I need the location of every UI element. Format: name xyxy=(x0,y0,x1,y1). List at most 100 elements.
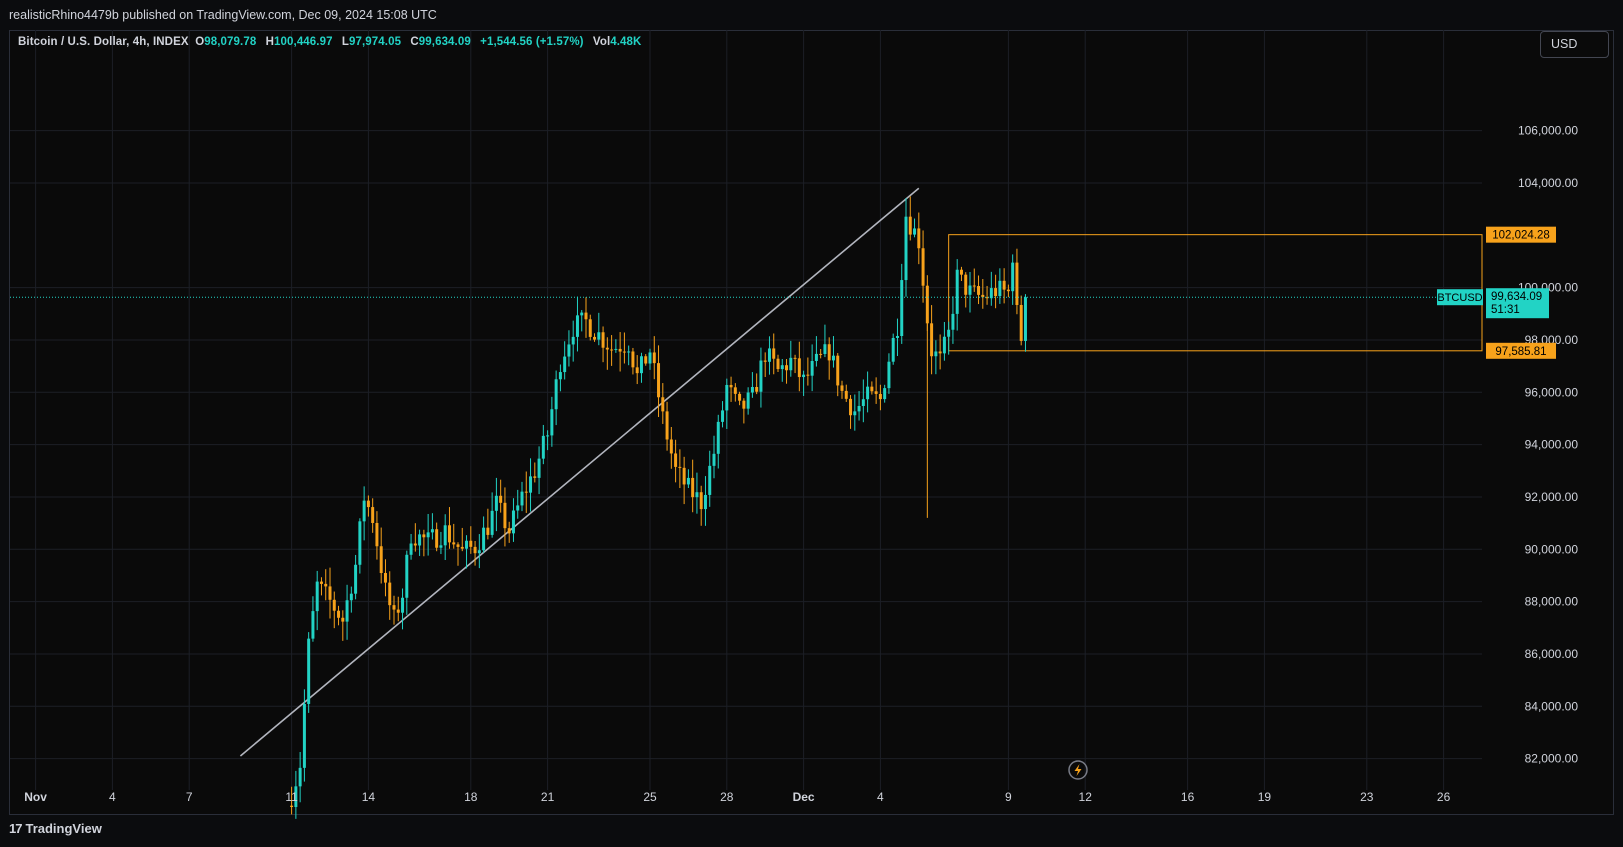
candle-body xyxy=(593,336,597,340)
candle-body xyxy=(661,397,665,412)
candle-body xyxy=(968,285,972,295)
candle-body xyxy=(588,319,592,337)
trend-line-segment[interactable] xyxy=(239,187,920,757)
candle-body xyxy=(866,386,870,400)
candle-body xyxy=(490,510,494,535)
countdown-text: 51:31 xyxy=(1491,304,1520,316)
candle-body xyxy=(964,274,968,295)
candle-body xyxy=(836,355,840,386)
candle-body xyxy=(857,405,861,412)
candle-body xyxy=(324,583,328,587)
candle-body xyxy=(908,216,912,235)
price-zone[interactable] xyxy=(948,234,1483,352)
candle-body xyxy=(721,410,725,422)
price-tick-label: 90,000.00 xyxy=(1525,542,1579,556)
candle-body xyxy=(622,351,626,353)
candle-body xyxy=(401,597,405,613)
candle-body xyxy=(755,386,759,392)
tradingview-branding[interactable]: 17 TradingView xyxy=(9,818,102,840)
candle-body xyxy=(584,312,588,320)
candle-body xyxy=(605,347,609,350)
candle-body xyxy=(473,546,477,554)
currency-button[interactable]: USD xyxy=(1540,31,1609,58)
candle-body xyxy=(998,280,1002,297)
candle-body xyxy=(405,554,409,598)
trend-line[interactable] xyxy=(239,187,920,757)
last-price-text: 99,634.09 xyxy=(1491,291,1542,303)
candle-body xyxy=(511,510,515,534)
low-value: 97,974.05 xyxy=(349,36,402,48)
change-value: +1,544.56 (+1.57%) xyxy=(480,36,584,48)
candle-body xyxy=(776,358,780,370)
zone-label-bg xyxy=(1486,342,1556,359)
zone-top-label[interactable]: 102,024.28 xyxy=(1486,226,1556,243)
candle-body xyxy=(904,216,908,281)
candle-body xyxy=(435,529,439,548)
close-label: C xyxy=(410,36,419,48)
candle-body xyxy=(644,356,648,364)
candle-body xyxy=(580,312,584,316)
time-tick-label: 18 xyxy=(464,790,478,804)
candle-body xyxy=(917,228,921,249)
symbol-description[interactable]: Bitcoin / U.S. Dollar, 4h, INDEX xyxy=(18,36,189,48)
time-tick-label: 19 xyxy=(1258,790,1272,804)
high-value: 100,446.97 xyxy=(274,36,333,48)
volume-value: 4.48K xyxy=(610,36,642,48)
candle-body xyxy=(763,360,767,362)
candle-body xyxy=(674,453,678,467)
candle-body xyxy=(550,409,554,436)
candle-body xyxy=(541,435,545,459)
candle-body xyxy=(900,280,904,337)
time-tick-label: 25 xyxy=(643,790,657,804)
price-tick-label: 92,000.00 xyxy=(1525,490,1579,504)
symbol-tag-text: BTCUSD xyxy=(1437,292,1482,304)
candle-body xyxy=(499,495,503,503)
candle-body xyxy=(802,374,806,378)
price-tick-label: 106,000.00 xyxy=(1518,124,1578,138)
candle-body xyxy=(375,522,379,547)
open-label: O xyxy=(195,36,205,48)
symbol-tag-bg xyxy=(1437,289,1483,306)
candle-body xyxy=(921,248,925,286)
candle-body xyxy=(691,477,695,498)
time-tick-label: 28 xyxy=(720,790,734,804)
time-tick-label: 12 xyxy=(1079,790,1093,804)
candle-body xyxy=(959,269,963,275)
time-tick-label: 4 xyxy=(877,790,884,804)
candle-body xyxy=(503,502,507,529)
zone-bottom-label[interactable]: 97,585.81 xyxy=(1486,342,1556,359)
candle-body xyxy=(955,269,959,314)
candle-body xyxy=(294,786,298,808)
candle-body xyxy=(614,348,618,350)
candle-body xyxy=(307,638,311,704)
high-label: H xyxy=(265,36,275,48)
candle-body xyxy=(422,534,426,538)
candle-body xyxy=(546,435,550,437)
candle-body xyxy=(750,386,754,393)
candle-body xyxy=(618,348,622,352)
zone-box[interactable] xyxy=(948,234,1483,352)
chart-frame[interactable] xyxy=(9,30,1614,815)
candle-body xyxy=(554,379,558,410)
candle-body xyxy=(388,582,392,606)
candle-body xyxy=(883,388,887,400)
candle-body xyxy=(366,500,370,508)
lightning-icon[interactable] xyxy=(1068,760,1088,780)
candle-body xyxy=(311,611,315,639)
symbol-price-tag[interactable]: BTCUSD xyxy=(1437,289,1483,306)
candle-body xyxy=(887,361,891,389)
close-value: 99,634.09 xyxy=(418,36,471,48)
candle-body xyxy=(477,550,481,554)
time-tick-label: 14 xyxy=(362,790,376,804)
candle-body xyxy=(947,329,951,337)
candle-body xyxy=(328,586,332,600)
candle-body xyxy=(738,393,742,401)
candle-body xyxy=(913,228,917,235)
price-axis[interactable]: 82,000.00 84,000.00 86,000.00 88,000.00 90,0… xyxy=(1437,124,1578,766)
time-axis[interactable]: Nov 4 7 11 14 18 21 25 28 Dec 4 9 12 16 19 23 26 xyxy=(24,790,1450,804)
candle-body xyxy=(516,505,520,511)
candle-body xyxy=(354,564,358,594)
candle-body xyxy=(669,439,673,454)
